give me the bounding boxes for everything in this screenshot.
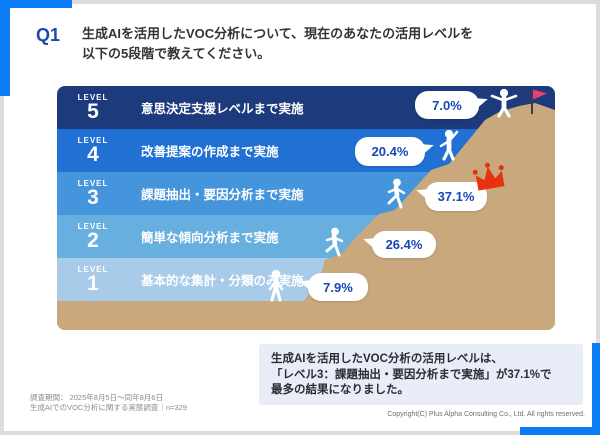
level-number: 2	[87, 229, 99, 253]
question-title: 生成AIを活用したVOC分析について、現在のあなたの活用レベルを 以下の5段階で…	[82, 24, 473, 64]
level-label-1: 基本的な集計・分類のみ実施	[141, 274, 304, 288]
climber-level3-icon	[387, 178, 406, 209]
copyright: Copyright(C) Plus Alpha Consulting Co., …	[387, 411, 585, 418]
question-title-line1: 生成AIを活用したVOC分析について、現在のあなたの活用レベルを	[82, 26, 474, 41]
value-bubble-level1: 7.9%	[297, 273, 368, 301]
value-bubble-level4: 20.4%	[355, 137, 436, 166]
climber-level5-icon	[490, 88, 518, 118]
value-bubble-level2: 26.4%	[361, 231, 436, 258]
summary-line2: 「レベル3：課題抽出・要因分析まで実施」が37.1%で	[271, 368, 552, 381]
value-bubble-level3: 37.1%	[414, 182, 487, 211]
level-word: LEVEL	[77, 179, 109, 189]
corner-bracket-bottom-right-horizontal	[520, 427, 600, 435]
value-level5: 7.0%	[432, 97, 462, 113]
corner-bracket-top-left-vertical	[0, 0, 10, 96]
value-level1: 7.9%	[323, 279, 353, 295]
level-badge-2: LEVEL 2	[57, 222, 129, 251]
crown-icon	[472, 162, 505, 191]
level-badge-4: LEVEL 4	[57, 136, 129, 165]
level-label-5: 意思決定支援レベルまで実施	[141, 102, 304, 116]
level-word: LEVEL	[77, 93, 109, 103]
summary-line1: 生成AIを活用したVOC分析の活用レベルは、	[271, 353, 503, 365]
level-label-3: 課題抽出・要因分析まで実施	[141, 188, 304, 202]
level-number: 4	[87, 143, 99, 167]
level-badge-3: LEVEL 3	[57, 179, 129, 208]
level-badge-5: LEVEL 5	[57, 93, 129, 122]
survey-period: 調査期間： 2025年8月5日～同年8月6日	[30, 393, 163, 402]
survey-info: 調査期間： 2025年8月5日～同年8月6日 生成AIでのVOC分析に関する実態…	[30, 393, 187, 413]
level-word: LEVEL	[77, 222, 109, 232]
level-number: 3	[87, 186, 99, 210]
climber-level2-icon	[325, 227, 344, 257]
corner-bracket-top-left-horizontal	[0, 0, 72, 8]
level-word: LEVEL	[77, 136, 109, 146]
question-number: Q1	[36, 25, 61, 45]
level-chart: LEVEL 5 意思決定支援レベルまで実施 LEVEL 4 改善提案の作成まで実…	[57, 86, 555, 330]
summary-line3: 最多の結果になりました。	[271, 384, 409, 396]
mountain-graphic	[57, 103, 555, 330]
level-number: 5	[87, 100, 99, 124]
level-word: LEVEL	[77, 265, 109, 275]
level-label-2: 簡単な傾向分析まで実施	[141, 231, 279, 245]
question-title-line2: 以下の5段階で教えてください。	[82, 46, 271, 61]
level-badge-1: LEVEL 1	[57, 265, 129, 294]
summit-flag-icon	[531, 89, 547, 114]
value-level2: 26.4%	[385, 237, 423, 252]
value-bubble-level5: 7.0%	[415, 91, 490, 119]
survey-name: 生成AIでのVOC分析に関する実態調査｜n=329	[30, 403, 187, 412]
level-label-4: 改善提案の作成まで実施	[141, 145, 279, 159]
climber-level4-icon	[439, 129, 459, 161]
level-number: 1	[87, 272, 99, 296]
value-level4: 20.4%	[371, 144, 409, 159]
question-header: Q1 生成AIを活用したVOC分析について、現在のあなたの活用レベルを 以下の5…	[36, 24, 473, 64]
value-level3: 37.1%	[437, 189, 475, 204]
climber-level1-icon	[268, 269, 284, 302]
corner-bracket-bottom-right-vertical	[592, 343, 600, 435]
summary-box: 生成AIを活用したVOC分析の活用レベルは、 「レベル3：課題抽出・要因分析まで…	[259, 344, 583, 405]
